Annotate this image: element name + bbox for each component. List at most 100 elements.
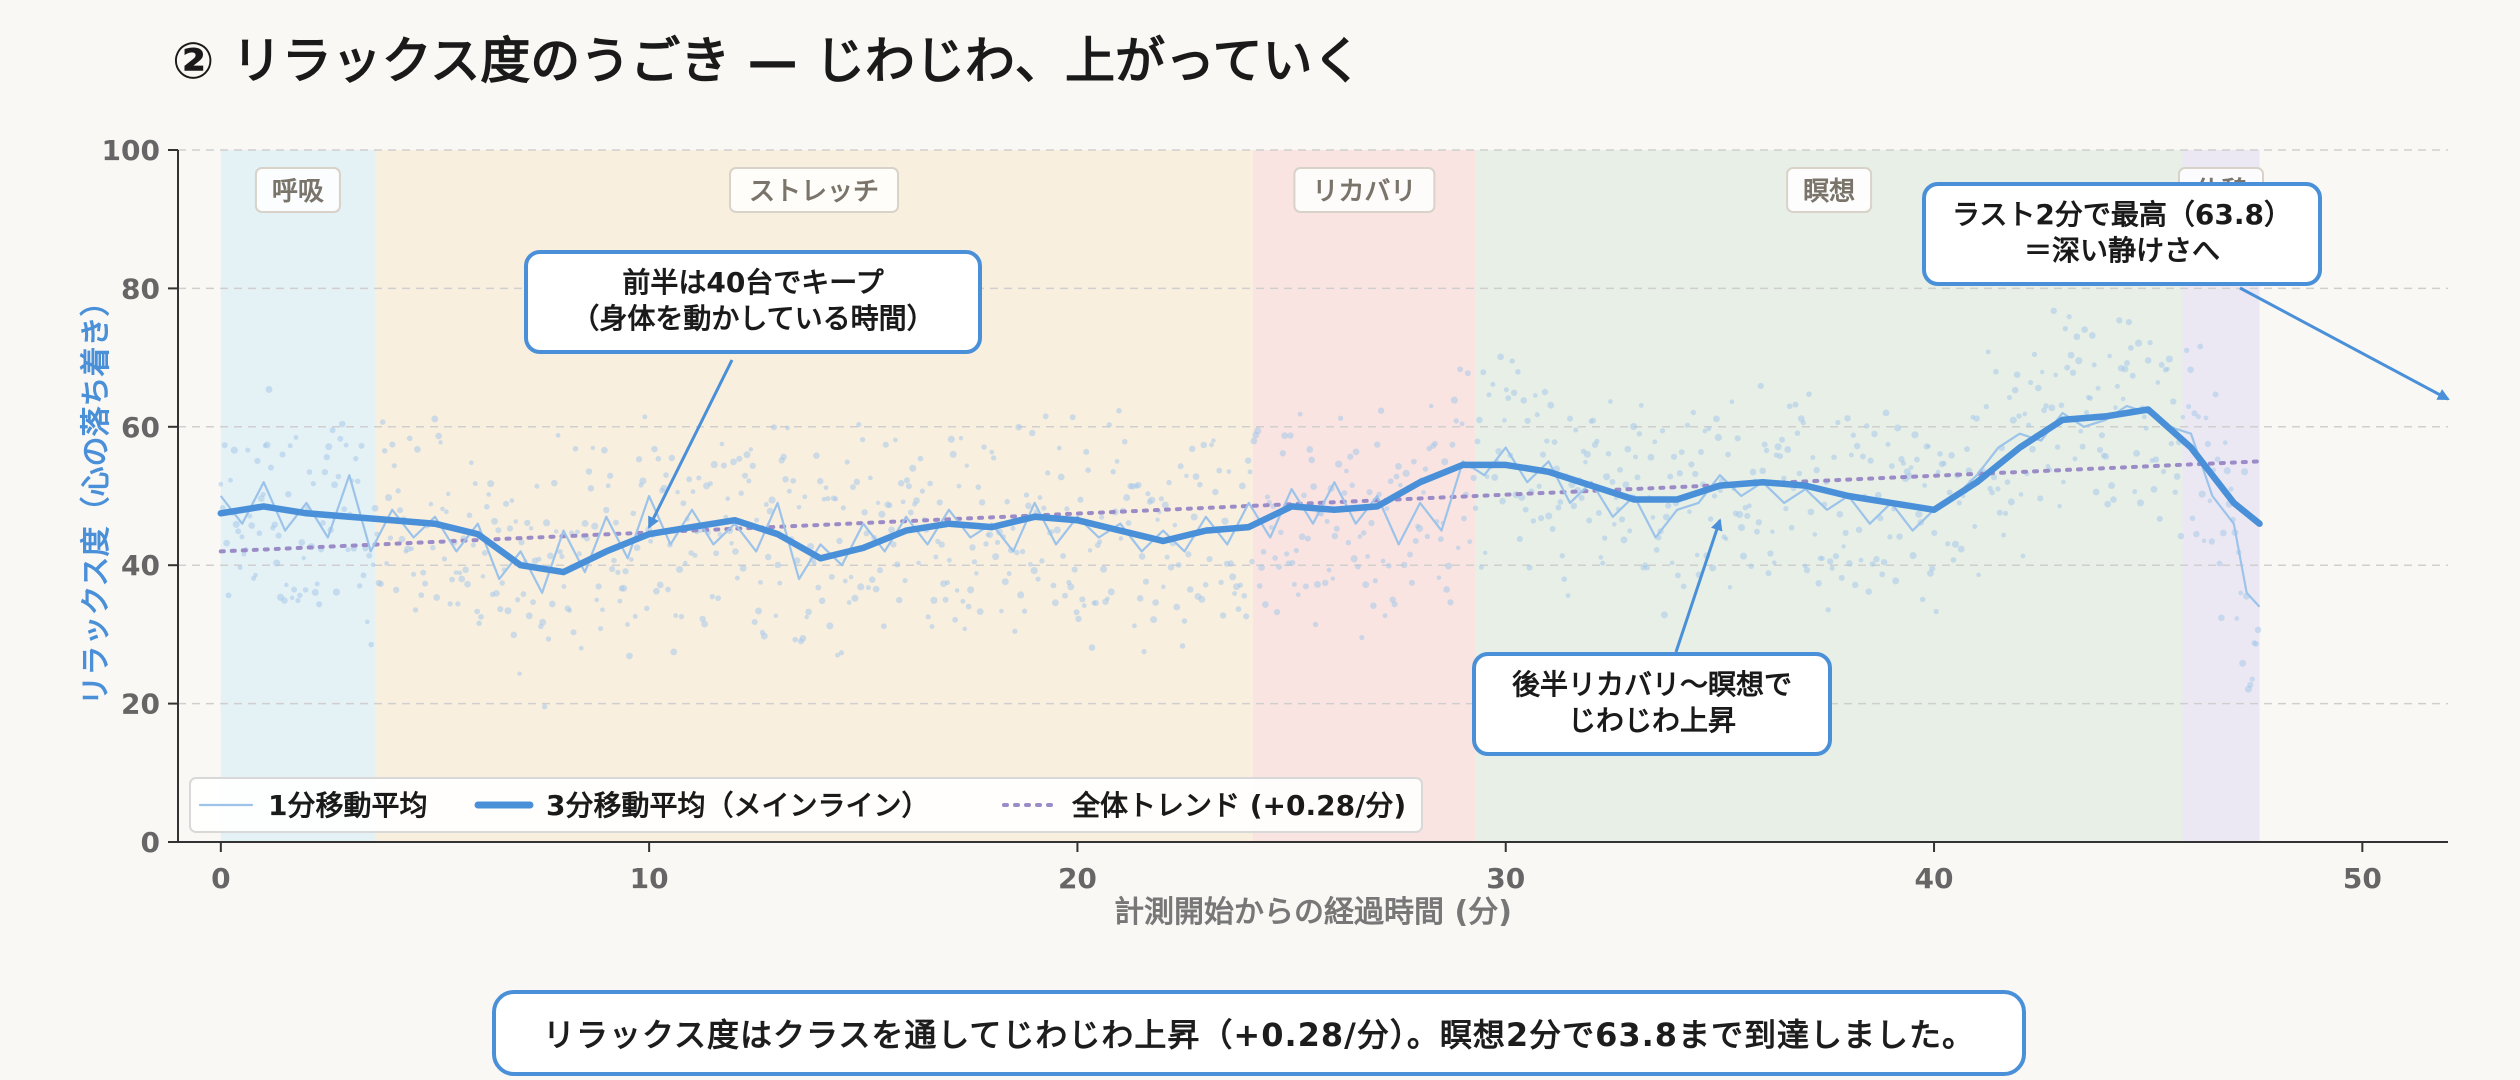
sample-dot (656, 581, 664, 589)
sample-dot (2253, 641, 2259, 647)
sample-dot (559, 554, 565, 560)
sample-dot (316, 601, 323, 608)
sample-dot (851, 594, 859, 602)
sample-dot (2009, 416, 2017, 424)
sample-dot (275, 532, 282, 539)
sample-dot (790, 478, 797, 484)
sample-dot (1148, 496, 1156, 504)
sample-dot (1192, 473, 1200, 480)
sample-dot (751, 618, 758, 626)
sample-dot (754, 517, 760, 523)
sample-dot (1470, 474, 1477, 482)
sample-dot (861, 509, 868, 516)
sample-dot (1229, 573, 1237, 581)
sample-dot (1538, 515, 1545, 522)
sample-dot (2069, 369, 2077, 376)
sample-dot (428, 501, 434, 507)
sample-dot (281, 597, 288, 604)
sample-dot (617, 598, 623, 604)
sample-dot (397, 507, 404, 514)
sample-dot (2041, 407, 2047, 414)
sample-dot (2061, 479, 2066, 485)
sample-dot (1302, 583, 1309, 590)
sample-dot (263, 441, 271, 449)
sample-dot (989, 449, 995, 455)
x-tick-label: 50 (2343, 862, 2382, 895)
sample-dot (1815, 580, 1822, 587)
sample-dot (1030, 567, 1038, 575)
sample-dot (2087, 395, 2094, 401)
sample-dot (2208, 538, 2216, 545)
sample-dot (856, 422, 862, 428)
sample-dot (876, 567, 883, 574)
sample-dot (1831, 454, 1837, 461)
sample-dot (1019, 548, 1026, 555)
sample-dot (1401, 561, 1408, 569)
sample-dot (1202, 582, 1209, 588)
sample-dot (2078, 428, 2084, 434)
sample-dot (1177, 463, 1184, 470)
sample-dot (2113, 405, 2118, 410)
sample-dot (474, 608, 481, 615)
sample-dot (1956, 500, 1962, 506)
sample-dot (1324, 518, 1330, 524)
sample-dot (1900, 460, 1907, 466)
sample-dot (441, 556, 448, 562)
sample-dot (897, 480, 905, 487)
sample-dot (1042, 413, 1049, 420)
sample-dot (218, 481, 224, 487)
sample-dot (863, 530, 870, 537)
sample-dot (2011, 386, 2019, 394)
sample-dot (1652, 439, 1658, 445)
sample-dot (1001, 578, 1009, 586)
sample-dot (1361, 530, 1367, 536)
sample-dot (1377, 407, 1385, 414)
callout-arrow (2239, 286, 2450, 401)
sample-dot (605, 483, 611, 489)
sample-dot (903, 477, 911, 484)
sample-dot (2143, 425, 2149, 431)
sample-dot (497, 606, 504, 613)
sample-dot (1075, 615, 1082, 623)
sample-dot (1846, 560, 1853, 567)
sample-dot (2222, 440, 2228, 445)
chart-title: ② リラックス度のうごき — じわじわ、上がっていく (172, 32, 1363, 90)
sample-dot (663, 472, 669, 478)
sample-dot (2067, 351, 2075, 359)
sample-dot (1025, 502, 1032, 510)
sample-dot (1858, 557, 1864, 563)
sample-dot (499, 580, 505, 586)
sample-dot (1729, 399, 1735, 405)
phase-label-text: 瞑想 (1803, 177, 1855, 207)
sample-dot (2240, 468, 2249, 476)
sample-dot (1810, 455, 1816, 461)
sample-dot (1526, 564, 1533, 571)
sample-dot (547, 552, 554, 560)
sample-dot (354, 478, 361, 484)
sample-dot (493, 590, 500, 597)
x-tick-label: 10 (630, 862, 669, 895)
sample-dot (758, 579, 763, 585)
sample-dot (2177, 532, 2185, 540)
sample-dot (738, 490, 744, 496)
sample-dot (729, 541, 734, 546)
sample-dot (1684, 422, 1691, 428)
sample-dot (692, 552, 698, 558)
sample-dot (253, 572, 258, 578)
sample-dot (1742, 505, 1749, 511)
sample-dot (393, 586, 400, 594)
sample-dot (1402, 469, 1410, 477)
sample-dot (1770, 529, 1775, 534)
sample-dot (1985, 349, 1991, 355)
sample-dot (1754, 528, 1760, 535)
sample-dot (821, 496, 827, 502)
sample-dot (323, 453, 330, 461)
sample-dot (587, 485, 595, 492)
sample-dot (345, 547, 351, 553)
sample-dot (2048, 404, 2056, 412)
sample-dot (1362, 581, 1370, 589)
sample-dot (1436, 575, 1442, 580)
sample-dot (813, 452, 820, 459)
sample-dot (1181, 618, 1188, 624)
sample-dot (1416, 525, 1424, 533)
